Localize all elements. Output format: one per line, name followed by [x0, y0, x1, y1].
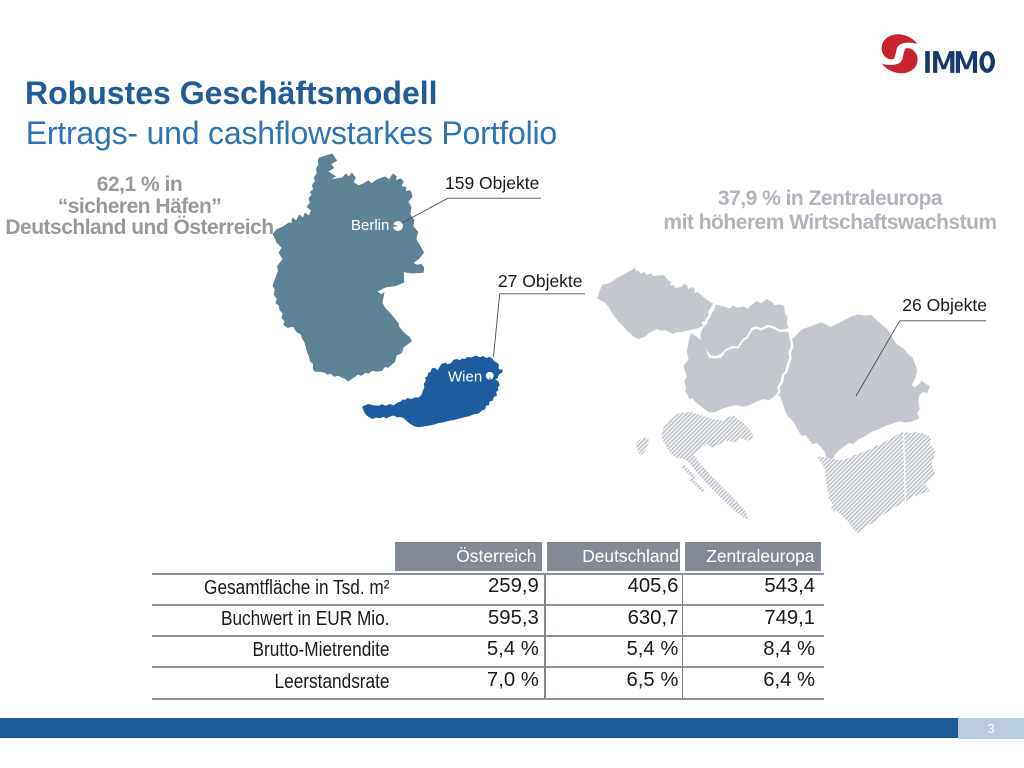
- svg-text:Wien: Wien: [448, 369, 482, 386]
- svg-text:Berlin: Berlin: [351, 217, 389, 234]
